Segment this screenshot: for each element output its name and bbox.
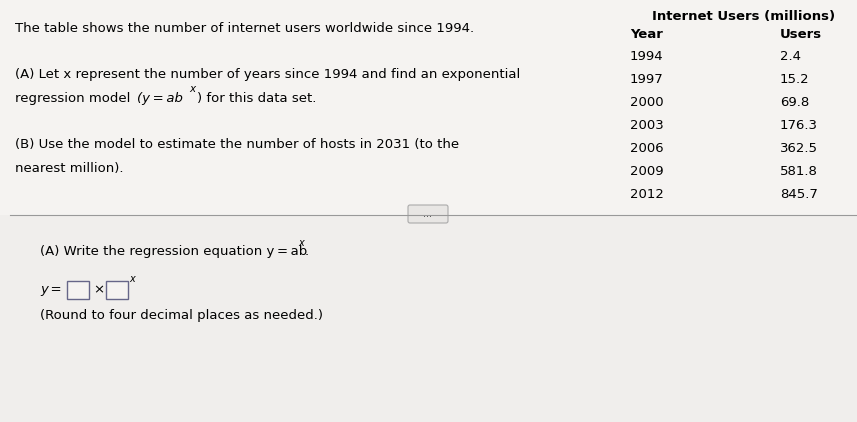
FancyBboxPatch shape <box>0 215 857 422</box>
Text: ×: × <box>93 283 104 296</box>
Text: 69.8: 69.8 <box>780 96 809 109</box>
Text: 2003: 2003 <box>630 119 664 132</box>
Text: 2006: 2006 <box>630 142 663 155</box>
Text: x: x <box>129 274 135 284</box>
Text: 176.3: 176.3 <box>780 119 818 132</box>
FancyBboxPatch shape <box>408 205 448 223</box>
FancyBboxPatch shape <box>106 281 128 299</box>
Text: Users: Users <box>780 28 822 41</box>
Text: (A) Let x represent the number of years since 1994 and find an exponential: (A) Let x represent the number of years … <box>15 68 520 81</box>
Text: (Round to four decimal places as needed.): (Round to four decimal places as needed.… <box>40 309 323 322</box>
Text: 2009: 2009 <box>630 165 663 178</box>
Text: 845.7: 845.7 <box>780 188 818 201</box>
Text: 581.8: 581.8 <box>780 165 818 178</box>
Text: 2000: 2000 <box>630 96 663 109</box>
Text: x: x <box>298 238 303 248</box>
Text: regression model: regression model <box>15 92 135 105</box>
Text: 2.4: 2.4 <box>780 50 801 63</box>
Text: ...: ... <box>423 209 433 219</box>
Text: .: . <box>305 245 309 258</box>
Text: The table shows the number of internet users worldwide since 1994.: The table shows the number of internet u… <box>15 22 474 35</box>
Text: (B) Use the model to estimate the number of hosts in 2031 (to the: (B) Use the model to estimate the number… <box>15 138 459 151</box>
Text: 362.5: 362.5 <box>780 142 818 155</box>
Text: ) for this data set.: ) for this data set. <box>197 92 316 105</box>
Text: nearest million).: nearest million). <box>15 162 123 175</box>
Text: 1994: 1994 <box>630 50 663 63</box>
Text: Year: Year <box>630 28 662 41</box>
Text: y =: y = <box>40 283 62 296</box>
Text: 2012: 2012 <box>630 188 664 201</box>
FancyBboxPatch shape <box>0 0 857 215</box>
Text: (y = ab: (y = ab <box>137 92 183 105</box>
Text: x: x <box>189 84 195 94</box>
FancyBboxPatch shape <box>67 281 89 299</box>
Text: (A) Write the regression equation y = ab: (A) Write the regression equation y = ab <box>40 245 308 258</box>
Text: Internet Users (millions): Internet Users (millions) <box>652 10 835 23</box>
Text: 15.2: 15.2 <box>780 73 810 86</box>
Text: 1997: 1997 <box>630 73 664 86</box>
